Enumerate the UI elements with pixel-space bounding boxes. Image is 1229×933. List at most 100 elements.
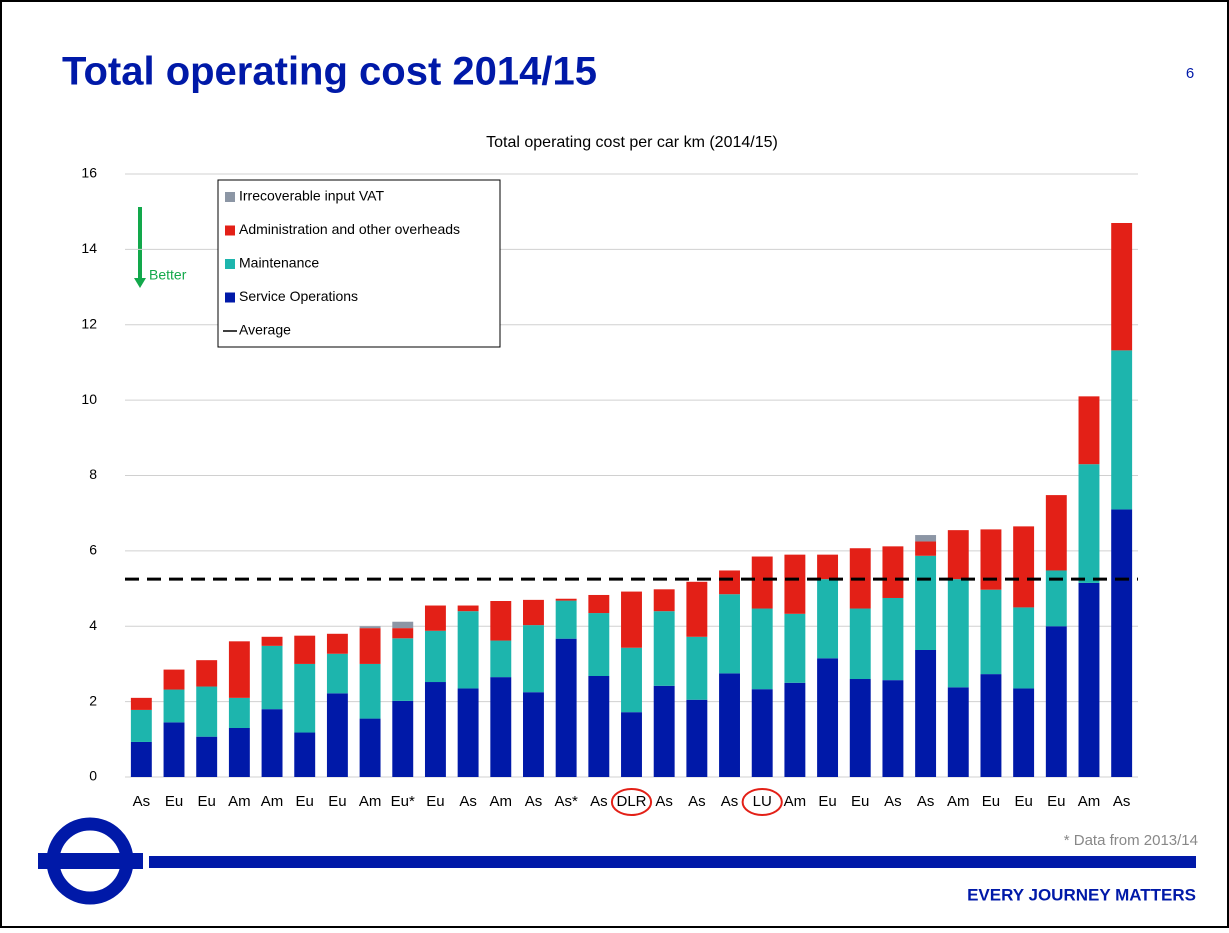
bar-segment <box>555 600 577 639</box>
bar-segment <box>653 685 675 777</box>
bar-segment <box>719 570 740 595</box>
bar-segment <box>326 653 348 694</box>
bar-segment <box>621 647 642 713</box>
x-tick-label: Am <box>947 793 970 810</box>
bar-segment <box>588 675 610 777</box>
x-tick-label: As <box>590 793 608 810</box>
bar-segment <box>392 621 414 629</box>
bar-segment <box>490 600 512 641</box>
bar-segment <box>424 682 446 777</box>
bar-segment <box>849 679 871 777</box>
bar-segment <box>588 594 610 614</box>
bar-segment <box>653 611 675 686</box>
footnote: * Data from 2013/14 <box>1064 832 1198 849</box>
bar-segment <box>196 686 218 737</box>
bar-segment <box>915 541 937 556</box>
page-number: 6 <box>1186 65 1194 82</box>
x-tick-label: Eu <box>198 793 216 810</box>
bar-segment <box>424 630 446 683</box>
x-tick-label: As <box>688 793 706 810</box>
bar-segment <box>784 682 806 777</box>
x-tick-label: Eu <box>851 793 869 810</box>
legend-label: Average <box>239 322 291 338</box>
x-tick-label: Am <box>228 793 251 810</box>
bar-segment <box>424 605 446 631</box>
bar-segment <box>817 554 839 580</box>
x-tick-label: LU <box>753 793 772 810</box>
bar-segment <box>555 638 577 777</box>
legend-label: Service Operations <box>239 288 358 304</box>
bar-segment <box>882 597 904 681</box>
better-label: Better <box>149 267 187 283</box>
x-tick-label: Am <box>490 793 513 810</box>
bar-segment <box>228 728 250 777</box>
legend-swatch <box>225 292 235 303</box>
better-arrowhead <box>134 278 146 288</box>
bar-segment <box>1078 396 1100 465</box>
legend-swatch <box>225 192 235 202</box>
bar-segment <box>261 645 283 710</box>
slide-title: Total operating cost 2014/15 <box>62 50 597 94</box>
x-tick-label: Eu <box>328 793 346 810</box>
bar-segment <box>359 626 381 629</box>
bar-segment <box>555 598 577 601</box>
bar-segment <box>261 709 283 777</box>
bar-segment <box>1111 509 1133 777</box>
bar-segment <box>947 530 969 580</box>
bar-segment <box>849 608 871 680</box>
bar-segment <box>686 699 708 777</box>
legend-swatch <box>225 225 235 236</box>
bar-segment <box>817 579 839 659</box>
bar-segment <box>719 673 740 777</box>
bar-segment <box>588 613 610 676</box>
y-tick-label: 2 <box>89 692 97 708</box>
bar-segment <box>980 589 1002 675</box>
bar-segment <box>1013 526 1035 608</box>
y-tick-label: 16 <box>81 165 97 181</box>
bar-segment <box>130 741 152 777</box>
bar-segment <box>882 680 904 777</box>
x-tick-label: Am <box>359 793 382 810</box>
bar-segment <box>228 697 250 729</box>
bar-segment <box>163 669 185 690</box>
category-highlight <box>610 788 653 816</box>
bar-segment <box>490 677 512 777</box>
bar-segment <box>228 641 250 698</box>
legend-label: Administration and other overheads <box>239 221 460 237</box>
legend-swatch <box>225 259 235 269</box>
bar-segment <box>1045 570 1067 627</box>
bar-segment <box>882 546 904 598</box>
x-tick-label: Eu <box>982 793 1000 810</box>
bar-segment <box>719 594 740 674</box>
roundel-bar <box>38 853 143 869</box>
bar-segment <box>653 589 675 612</box>
legend-box <box>217 179 501 348</box>
x-tick-label: As <box>1113 793 1131 810</box>
y-tick-label: 8 <box>89 466 97 482</box>
bar-segment <box>163 689 185 723</box>
bar-segment <box>457 688 479 777</box>
bar-segment <box>163 722 185 777</box>
legend-label: Maintenance <box>239 255 319 271</box>
category-highlight <box>741 788 783 816</box>
bar-segment <box>457 605 479 612</box>
x-tick-label: As* <box>554 793 578 810</box>
bar-segment <box>784 613 806 683</box>
bar-segment <box>392 628 414 639</box>
bar-segment <box>359 663 381 719</box>
x-tick-label: Am <box>261 793 284 810</box>
bar-segment <box>359 718 381 777</box>
bar-segment <box>196 660 218 687</box>
y-tick-label: 6 <box>89 542 97 558</box>
bar-segment <box>294 732 316 777</box>
bar-segment <box>915 535 937 542</box>
bar-segment <box>621 591 642 648</box>
bar-segment <box>523 692 544 777</box>
bar-segment <box>947 579 969 688</box>
x-tick-label: Eu <box>1047 793 1065 810</box>
bar-segment <box>621 712 642 777</box>
bar-segment <box>784 554 806 614</box>
legend-label: Irrecoverable input VAT <box>239 188 384 204</box>
bar-segment <box>915 555 937 650</box>
